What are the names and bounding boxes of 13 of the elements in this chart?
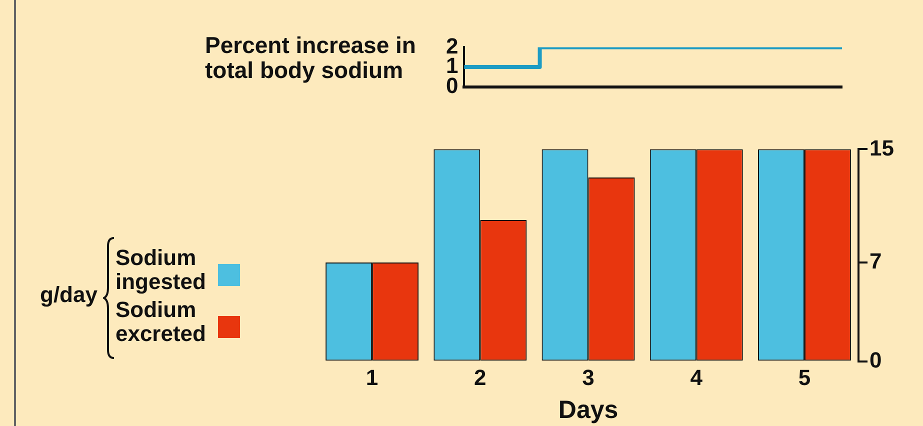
x-axis-title: Days — [558, 396, 618, 424]
y-tick-label: 15 — [870, 135, 894, 160]
y-axis-title: g/day — [40, 282, 98, 307]
y-tick-label: 0 — [870, 348, 882, 373]
legend-label: Sodium ingested — [115, 245, 207, 294]
legend-label: Sodium excreted — [115, 297, 207, 346]
y-tick-label: 7 — [870, 248, 882, 274]
y-axis-title: Percent increase in total body sodium — [205, 32, 417, 83]
x-tick-label: 1 — [366, 364, 378, 390]
x-tick-label: 2 — [474, 364, 486, 390]
x-tick-label: 3 — [582, 364, 594, 390]
x-tick-label: 4 — [690, 364, 704, 390]
x-tick-label: 5 — [798, 364, 811, 390]
